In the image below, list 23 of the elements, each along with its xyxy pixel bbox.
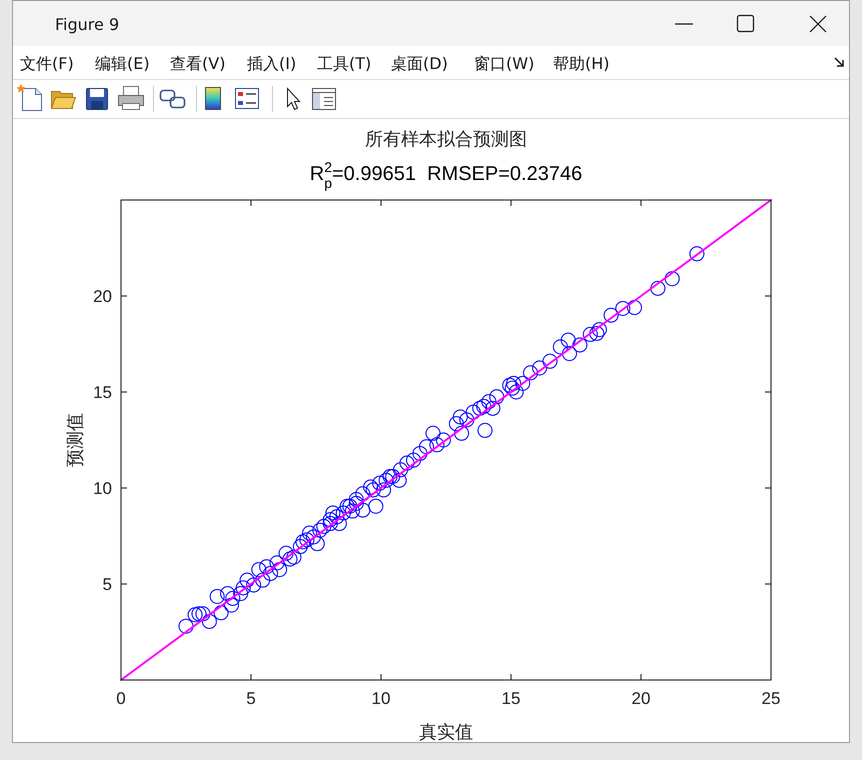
text: 文件(F) <box>20 54 74 73</box>
x-tick-label: 0 <box>116 689 126 708</box>
y-tick-label: 5 <box>102 575 112 594</box>
caption: Figure 9 <box>55 15 120 34</box>
x-tick-label: 25 <box>762 689 780 708</box>
text: 桌面(D) <box>391 54 448 73</box>
y-axis-title: 预测值 <box>65 413 86 467</box>
text: 窗口(W) <box>474 54 534 73</box>
chart-title: 所有样本拟合预测图 <box>365 129 527 150</box>
text: 编辑(E) <box>95 54 150 73</box>
x-tick-label: 15 <box>502 689 520 708</box>
y-tick-label: 20 <box>93 287 112 306</box>
x-tick-label: 5 <box>246 689 256 708</box>
text: 插入(I) <box>247 54 296 73</box>
text: 查看(V) <box>170 54 226 73</box>
y-tick-label: 15 <box>93 383 112 402</box>
x-axis-title: 真实值 <box>419 722 473 743</box>
chart-subtitle: R$_{p}$$^{2}$=0.99651 RMSEP=0.23746 <box>310 159 582 191</box>
text: 工具(T) <box>317 54 372 73</box>
y-tick-label: 10 <box>93 479 112 498</box>
x-tick-label: 20 <box>632 689 650 708</box>
text: 帮助(H) <box>553 54 610 73</box>
x-tick-label: 10 <box>372 689 390 708</box>
